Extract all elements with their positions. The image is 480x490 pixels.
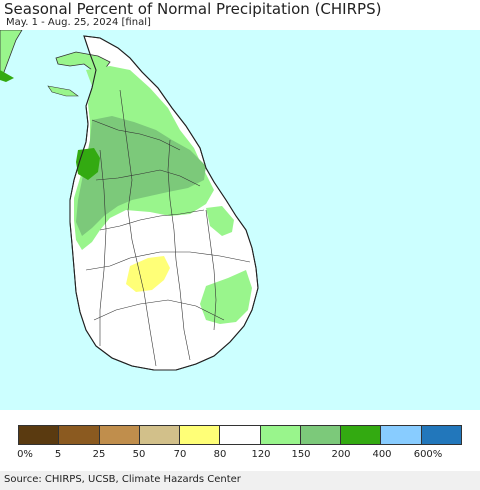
legend-tick-label: 600% <box>413 449 443 460</box>
legend-swatch <box>341 426 382 444</box>
legend-tick-label: 120 <box>251 449 271 460</box>
legend-swatch <box>421 426 461 444</box>
precip-zone-yellow <box>126 256 170 292</box>
precip-zone-light-green-southeast <box>200 270 252 324</box>
legend-tick-label: 50 <box>132 449 146 460</box>
india-coast-strip <box>0 70 14 82</box>
map-area <box>0 30 480 410</box>
legend-swatch <box>220 426 261 444</box>
map-title: Seasonal Percent of Normal Precipitation… <box>4 0 382 18</box>
legend-tick-label: 400 <box>372 449 392 460</box>
legend-swatch <box>59 426 100 444</box>
legend-tick-label: 70 <box>173 449 187 460</box>
legend-tick-label: 0% <box>17 449 33 460</box>
color-legend <box>18 425 462 445</box>
footer-bar: Source: CHIRPS, UCSB, Climate Hazards Ce… <box>0 471 480 490</box>
legend-tick-label: 200 <box>331 449 351 460</box>
legend-tick-label: 5 <box>54 449 62 460</box>
legend-swatch <box>300 426 342 444</box>
precip-zone-light-green-east <box>206 206 234 236</box>
legend-swatch <box>180 426 221 444</box>
legend-tick-label: 150 <box>291 449 311 460</box>
precip-zone-dark-green <box>76 148 100 180</box>
map-subtitle: May. 1 - Aug. 25, 2024 [final] <box>6 17 151 28</box>
legend-tick-label: 25 <box>92 449 106 460</box>
district-boundaries <box>85 89 251 367</box>
india-landmass <box>0 30 23 77</box>
legend-swatch <box>260 426 301 444</box>
legend-swatch <box>381 426 422 444</box>
sri-lanka-map <box>0 30 480 410</box>
source-credit: Source: CHIRPS, UCSB, Climate Hazards Ce… <box>4 474 241 485</box>
mannar-island <box>47 85 79 97</box>
legend-swatch <box>99 426 140 444</box>
legend-swatch <box>19 426 60 444</box>
precip-zone-medium-green <box>76 116 206 236</box>
legend-tick-label: 80 <box>213 449 227 460</box>
legend-swatch <box>139 426 181 444</box>
legend-tick-labels: 0% 5 25 50 70 80 120 150 200 400 600% <box>0 449 480 463</box>
